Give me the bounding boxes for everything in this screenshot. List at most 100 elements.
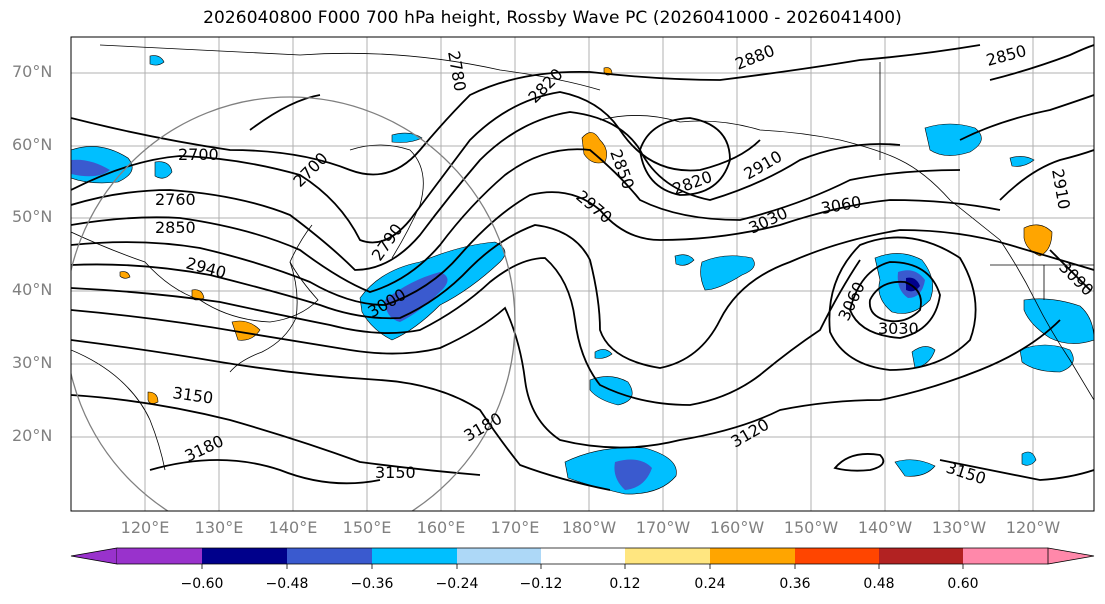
colorbar-ticks: [201, 564, 964, 569]
positive-anomaly-patch: [119, 271, 131, 279]
colorbar-bin: [625, 548, 710, 564]
lon-label: 180°W: [561, 518, 617, 537]
colorbar-bin: [457, 548, 541, 564]
contour-line: [71, 148, 961, 293]
contour-line: [939, 459, 1094, 481]
coastline-china: [71, 349, 166, 471]
negative-anomaly-patch: [1019, 344, 1074, 373]
lat-label: 60°N: [12, 135, 53, 154]
lon-label: 140°W: [857, 518, 913, 537]
lat-label: 40°N: [12, 280, 53, 299]
colorbar-bin: [795, 548, 879, 564]
negative-anomaly-core: [614, 459, 652, 490]
contour-label: 2850: [155, 218, 196, 237]
colorbar-tick-label: 0.60: [947, 576, 979, 592]
colorbar-bin: [202, 548, 287, 564]
positive-anomaly-patch: [231, 320, 261, 341]
positive-anomaly-patch: [1023, 224, 1053, 257]
contour-closed-high: [828, 236, 977, 371]
contour-label: 3150: [375, 463, 416, 482]
contour-line: [71, 91, 761, 244]
lon-label: 160°W: [709, 518, 765, 537]
lon-label: 150°W: [783, 518, 839, 537]
lon-label: 130°E: [194, 518, 244, 537]
colorbar-tick-label: 0.12: [609, 576, 641, 592]
lat-label: 20°N: [12, 426, 53, 445]
contour-line: [71, 44, 981, 176]
colorbar-bin: [287, 548, 372, 564]
map-frame: [70, 36, 1095, 512]
lon-label: 170°W: [635, 518, 691, 537]
contour-line: [71, 394, 481, 476]
negative-anomaly-patch: [700, 255, 755, 291]
contour-label: 3030: [878, 319, 919, 338]
contour-line: [999, 149, 1094, 201]
colorbar-tick-label: 0.48: [863, 576, 895, 592]
lon-label: 130°W: [931, 518, 987, 537]
negative-anomaly-extreme: [906, 277, 920, 292]
contour-line: [959, 94, 1094, 141]
negative-anomaly-patch: [674, 254, 695, 266]
contour-line: [71, 191, 1001, 306]
contour-line: [71, 339, 611, 491]
graticule: [71, 37, 1094, 511]
contour-line: [71, 224, 1094, 369]
anomaly-shading: [71, 55, 1094, 495]
colorbar-bin: [117, 548, 202, 564]
contour-closed-low: [639, 117, 731, 196]
contour-line: [71, 111, 901, 271]
negative-anomaly-core: [385, 272, 448, 322]
contour-line: [249, 94, 321, 131]
lon-label: 150°E: [342, 518, 392, 537]
colorbar-bin: [372, 548, 457, 564]
colorbar-tick-label: 0.24: [694, 576, 726, 592]
coastline-kamchatka: [349, 144, 424, 259]
colorbar-tick-label: −0.12: [519, 576, 563, 592]
lon-label: 120°W: [1005, 518, 1061, 537]
negative-anomaly-patch: [1009, 156, 1035, 167]
negative-anomaly-patch: [154, 161, 173, 179]
contour-line: [1049, 249, 1091, 291]
contour-line: [989, 44, 1094, 81]
positive-anomaly-patch: [581, 132, 607, 164]
colorbar-bin: [963, 548, 1048, 564]
contour-closed-high: [849, 261, 941, 339]
height-contours: [71, 44, 1094, 491]
contour-line: [71, 257, 861, 406]
negative-anomaly-patch: [1021, 451, 1037, 466]
colorbar-tick-label: −0.36: [350, 576, 394, 592]
lon-label: 160°E: [416, 518, 466, 537]
colorbar-extend-max: [1047, 547, 1095, 565]
lon-label: 170°E: [490, 518, 540, 537]
lon-label: 140°E: [268, 518, 318, 537]
contour-label: 2760: [155, 190, 196, 209]
colorbar-tick-label: −0.60: [180, 576, 224, 592]
colorbar: [70, 547, 1095, 569]
colorbar-extend-min: [70, 547, 118, 565]
colorbar-tick-label: −0.24: [435, 576, 479, 592]
colorbar-bin: [879, 548, 963, 564]
contour-closed-high: [868, 280, 922, 323]
negative-anomaly-patch: [894, 459, 936, 477]
negative-anomaly-patch: [149, 55, 165, 66]
coastline-japan: [229, 261, 298, 373]
lat-label: 70°N: [12, 62, 53, 81]
negative-anomaly-core: [71, 159, 110, 177]
lat-label: 30°N: [12, 353, 53, 372]
figure-title: 2026040800 F000 700 hPa height, Rossby W…: [203, 8, 902, 28]
contour-closed: [833, 453, 885, 472]
contour-line: [149, 459, 381, 485]
colorbar-tick-label: 0.36: [779, 576, 811, 592]
negative-anomaly-patch: [391, 132, 423, 143]
positive-anomaly-patch: [147, 391, 159, 404]
colorbar-bin: [541, 548, 625, 564]
negative-anomaly-patch: [594, 349, 613, 359]
coastline-arctic: [99, 44, 601, 91]
contour-line: [71, 306, 1061, 449]
lon-label: 120°E: [120, 518, 170, 537]
highlight-circle: [71, 96, 516, 511]
colorbar-bin: [710, 548, 795, 564]
lat-label: 50°N: [12, 207, 53, 226]
contour-label: 2700: [178, 145, 219, 164]
